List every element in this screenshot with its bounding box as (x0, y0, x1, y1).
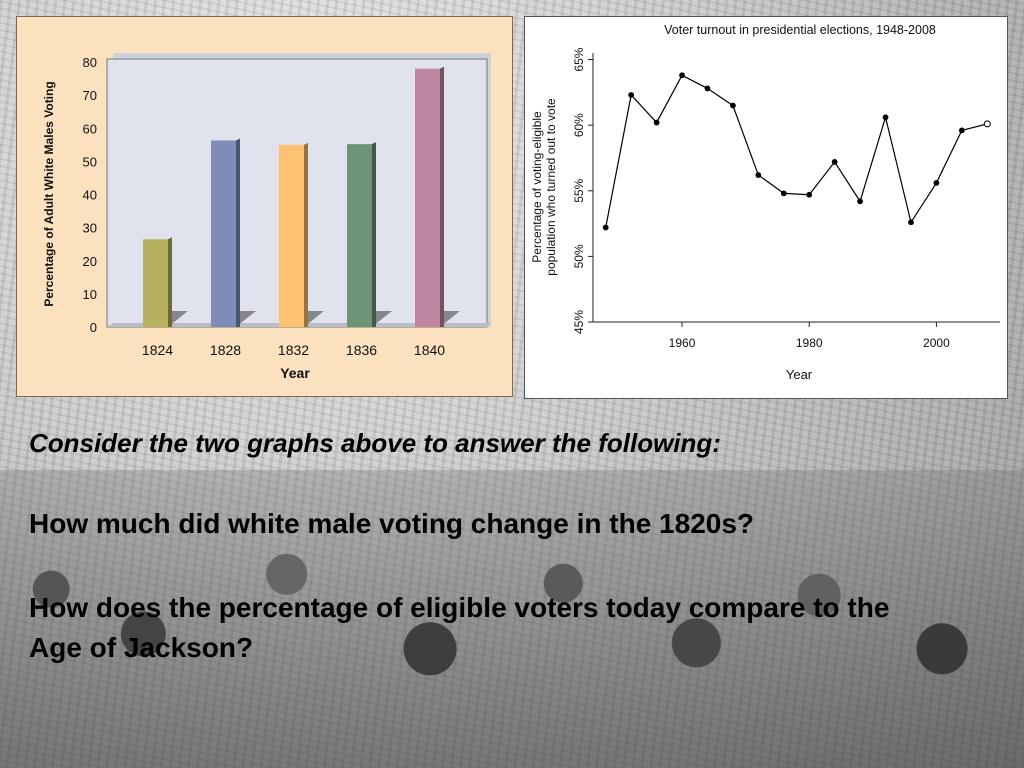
turnout-point-1968 (730, 102, 736, 109)
line-y-tick-label: 55% (572, 178, 586, 202)
bar-shadow (168, 311, 188, 327)
line-chart-title: Voter turnout in presidential elections,… (664, 23, 936, 37)
turnout-point-1992 (882, 114, 889, 121)
turnout-point-2000 (933, 180, 940, 186)
line-y-tick-label: 65% (572, 47, 586, 71)
bar-y-tick-label: 70 (83, 88, 97, 103)
bar-y-tick-label: 50 (83, 154, 97, 169)
bar-shadow (440, 311, 460, 327)
bar-shadow (372, 311, 392, 327)
line-chart-panel: Voter turnout in presidential elections,… (524, 16, 1008, 399)
line-x-axis-label: Year (786, 367, 813, 382)
bar-x-tick-label: 1836 (346, 342, 377, 358)
bar-x-tick-label: 1828 (210, 342, 241, 358)
line-y-axis-label-line1: Percentage of voting-eligible (530, 111, 544, 263)
turnout-point-1948 (602, 224, 609, 231)
turnout-point-1996 (908, 219, 914, 226)
line-y-axis-label-line2: population who turned out to vote (544, 98, 558, 276)
bar-side (236, 138, 240, 327)
turnout-point-1976 (780, 190, 787, 197)
turnout-point-1984 (831, 159, 838, 165)
question-block: Consider the two graphs above to answer … (29, 426, 1009, 668)
turnout-point-2004 (958, 127, 965, 134)
bar-chart: 0 10 20 30 40 50 60 70 80 1824 1828 1832 1836 1840 Y… (42, 53, 491, 381)
bar-x-tick-label: 1824 (142, 342, 173, 358)
bar-side (440, 66, 444, 327)
bar-1828 (211, 140, 236, 327)
question-1: How much did white male voting change in… (29, 508, 755, 539)
turnout-point-1980 (806, 191, 813, 198)
bar-side (168, 237, 172, 327)
bar-y-tick-label: 80 (83, 55, 97, 70)
bar-x-tick-label: 1832 (278, 342, 309, 358)
turnout-point-1988 (857, 198, 863, 205)
bar-1832 (279, 144, 304, 327)
turnout-point-2008 (983, 120, 991, 128)
bar-y-tick-label: 30 (83, 221, 97, 236)
bar-y-tick-label: 0 (90, 320, 97, 335)
bar-1836 (347, 144, 372, 327)
question-2: How does the percentage of eligible vote… (29, 592, 890, 663)
bar-y-tick-label: 10 (83, 287, 97, 302)
bar-1840 (415, 68, 440, 327)
bar-x-axis-label: Year (280, 365, 310, 381)
bar-shadow (304, 311, 324, 327)
turnout-point-1952 (628, 92, 635, 98)
prompt-intro: Consider the two graphs above to answer … (29, 428, 721, 458)
line-chart: Voter turnout in presidential elections,… (530, 23, 1000, 382)
bar-1824 (143, 239, 168, 327)
turnout-point-1956 (653, 119, 660, 126)
line-y-tick-label: 50% (572, 244, 586, 268)
bar-x-tick-label: 1840 (414, 342, 445, 358)
bar-side (304, 142, 308, 327)
bar-side (372, 142, 376, 327)
line-x-tick-label: 1960 (669, 336, 696, 350)
bar-y-tick-label: 60 (83, 121, 97, 136)
bar-y-tick-label: 20 (83, 254, 97, 269)
turnout-point-1960 (679, 72, 685, 79)
line-x-tick-label: 2000 (923, 336, 950, 350)
turnout-point-1972 (755, 172, 762, 178)
bar-shadow (236, 311, 256, 327)
background-crowd-figures (0, 470, 1024, 768)
bar-chart-panel: 0 10 20 30 40 50 60 70 80 1824 1828 1832 1836 1840 Y… (16, 16, 513, 397)
line-y-tick-label: 60% (572, 113, 586, 137)
bar-y-tick-label: 40 (83, 188, 97, 203)
line-x-tick-label: 1980 (796, 336, 823, 350)
turnout-point-1964 (704, 85, 711, 92)
turnout-series-line (605, 74, 988, 228)
bar-y-axis-label: Percentage of Adult White Males Voting (42, 81, 56, 306)
line-y-tick-label: 45% (572, 310, 586, 334)
